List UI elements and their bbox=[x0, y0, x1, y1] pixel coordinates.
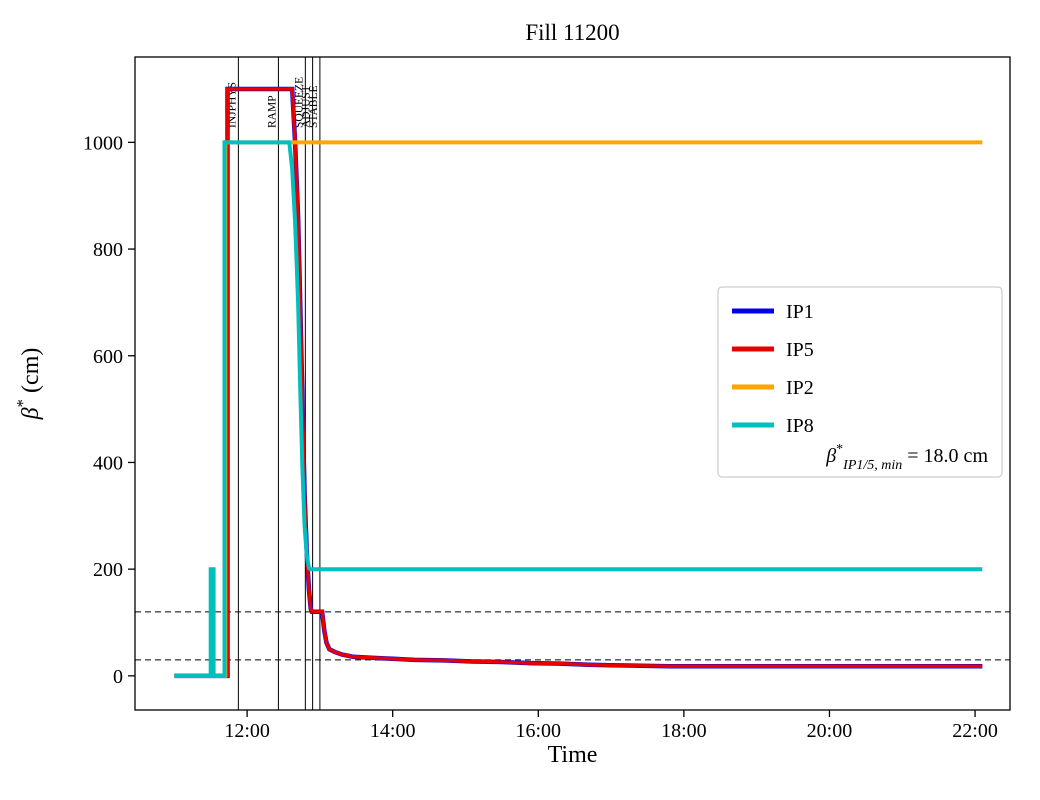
series-ip5-line bbox=[174, 87, 983, 678]
legend-label-ip1: IP1 bbox=[786, 301, 814, 323]
x-tick-label: 18:00 bbox=[661, 720, 707, 742]
x-axis-label: Time bbox=[548, 742, 598, 768]
plot-border bbox=[134, 56, 1011, 711]
x-tick-label: 14:00 bbox=[370, 720, 416, 742]
beta-min-annotation: β*IP1/5, min = 18.0 cm bbox=[825, 442, 988, 473]
y-tick-label: 800 bbox=[93, 239, 123, 261]
x-tick-label: 20:00 bbox=[807, 720, 853, 742]
legend-label-ip2: IP2 bbox=[786, 377, 814, 399]
x-tick-label: 16:00 bbox=[516, 720, 562, 742]
y-tick-label: 1000 bbox=[83, 132, 123, 154]
y-tick-label: 0 bbox=[113, 666, 123, 688]
phase-line-label: ADJUST bbox=[301, 85, 313, 128]
legend-label-ip8: IP8 bbox=[786, 415, 814, 437]
y-tick-label: 400 bbox=[93, 452, 123, 474]
phase-line-label: STABLE bbox=[308, 85, 320, 128]
chart-title: Fill 11200 bbox=[525, 20, 619, 45]
legend-box bbox=[717, 286, 1003, 478]
x-tick-label: 12:00 bbox=[224, 720, 270, 742]
y-axis-label: β* (cm) bbox=[13, 348, 44, 421]
y-tick-label: 200 bbox=[93, 559, 123, 581]
phase-line-label: SQUEEZE bbox=[293, 77, 305, 128]
series-ip8-line bbox=[174, 140, 983, 678]
legend-label-ip5: IP5 bbox=[786, 339, 814, 361]
phase-line-label: RAMP bbox=[266, 95, 278, 128]
y-tick-label: 600 bbox=[93, 346, 123, 368]
x-tick-label: 22:00 bbox=[952, 720, 998, 742]
